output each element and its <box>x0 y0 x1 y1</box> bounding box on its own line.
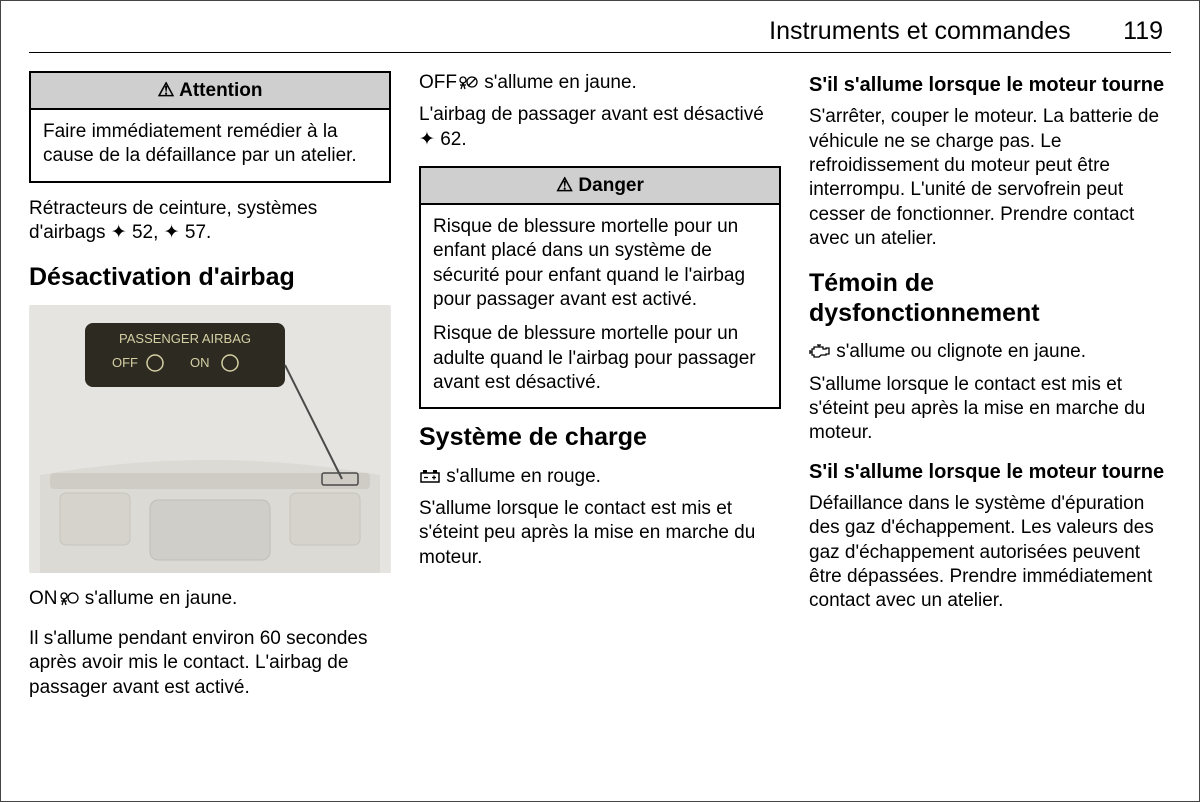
attention-box: ⚠ Attention Faire immédiatement remédier… <box>29 71 391 183</box>
warning-icon: ⚠ <box>556 175 573 196</box>
manual-page: Instruments et commandes 119 ⚠ Attention… <box>0 0 1200 802</box>
off-indicator-text: OFF s'allume en jaune. <box>419 71 781 97</box>
charge-body-text: S'allume lorsque le contact est mis et s… <box>419 497 781 570</box>
on-label: ON <box>29 588 58 609</box>
airbag-off-icon <box>457 73 479 97</box>
on-suffix: s'allume en jaune. <box>80 588 238 609</box>
attention-title-text: Attention <box>179 80 262 101</box>
on-body-text: Il s'allume pendant environ 60 secondes … <box>29 627 391 700</box>
attention-body-text: Faire immédiatement remédier à la cause … <box>43 120 377 169</box>
danger-box: ⚠ Danger Risque de blessure mortelle pou… <box>419 166 781 409</box>
engine-on-body-1: S'arrêter, couper le moteur. La batterie… <box>809 105 1171 251</box>
dashboard-svg: PASSENGER AIRBAG OFF ON <box>29 305 391 573</box>
off-label: OFF <box>419 72 457 93</box>
on-indicator-text: ON s'allume en jaune. <box>29 587 391 613</box>
svg-text:ON: ON <box>190 355 210 370</box>
danger-body: Risque de blessure mortelle pour un enfa… <box>421 205 779 407</box>
column-3: S'il s'allume lorsque le moteur tourne S… <box>809 71 1171 700</box>
header-page-number: 119 <box>1123 17 1163 46</box>
heading-engine-on-2: S'il s'allume lorsque le moteur tourne <box>809 460 1171 484</box>
svg-text:OFF: OFF <box>112 355 138 370</box>
engine-on-body-2: Défaillance dans le système d'épuration … <box>809 492 1171 614</box>
airbag-on-icon <box>58 589 80 613</box>
danger-body-2: Risque de blessure mortelle pour un adul… <box>433 322 767 395</box>
dashboard-illustration: PASSENGER AIRBAG OFF ON <box>29 305 391 573</box>
attention-title: ⚠ Attention <box>31 73 389 110</box>
heading-malfunction: Témoin de dysfonctionnement <box>809 269 1171 328</box>
heading-deactivation: Désactivation d'airbag <box>29 263 391 293</box>
columns-wrapper: ⚠ Attention Faire immédiatement remédier… <box>29 71 1171 700</box>
engine-icon <box>809 342 831 366</box>
svg-text:PASSENGER AIRBAG: PASSENGER AIRBAG <box>119 331 251 346</box>
attention-body: Faire immédiatement remédier à la cause … <box>31 110 389 181</box>
column-2: OFF s'allume en jaune. L'airbag de passa… <box>419 71 781 700</box>
charge-icon-text: s'allume en rouge. <box>441 466 601 487</box>
column-1: ⚠ Attention Faire immédiatement remédier… <box>29 71 391 700</box>
danger-title: ⚠ Danger <box>421 168 779 205</box>
airbag-deactivated-text: L'airbag de passager avant est désactivé… <box>419 103 781 152</box>
header-title: Instruments et commandes <box>769 17 1071 46</box>
malfunction-icon-text: s'allume ou clignote en jaune. <box>831 341 1086 362</box>
warning-icon: ⚠ <box>158 80 175 101</box>
malfunction-body-text: S'allume lorsque le contact est mis et s… <box>809 373 1171 446</box>
retractors-text: Rétracteurs de ceinture, systèmes d'airb… <box>29 197 391 246</box>
danger-body-1: Risque de blessure mortelle pour un enfa… <box>433 215 767 312</box>
danger-title-text: Danger <box>578 175 643 196</box>
heading-charge-system: Système de charge <box>419 423 781 453</box>
page-header: Instruments et commandes 119 <box>29 17 1171 53</box>
battery-icon <box>419 467 441 491</box>
off-suffix: s'allume en jaune. <box>479 72 637 93</box>
malfunction-icon-line: s'allume ou clignote en jaune. <box>809 340 1171 366</box>
heading-engine-on-1: S'il s'allume lorsque le moteur tourne <box>809 73 1171 97</box>
charge-icon-line: s'allume en rouge. <box>419 465 781 491</box>
